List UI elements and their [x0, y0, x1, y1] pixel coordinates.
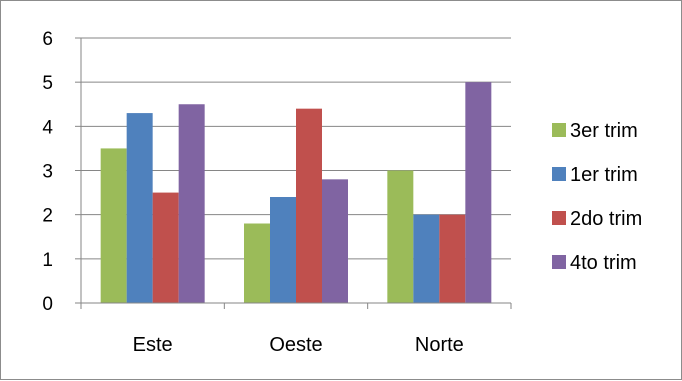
- legend-label: 2do trim: [570, 208, 642, 230]
- bar: [100, 148, 127, 303]
- bar: [439, 214, 466, 303]
- bar: [178, 104, 205, 303]
- y-tick-labels: 0 1 2 3 4 5 6: [42, 29, 53, 315]
- legend-swatch: [552, 123, 566, 137]
- legend: 3er trim 1er trim 2do trim 4to trim: [552, 120, 642, 274]
- legend-label: 4to trim: [570, 252, 637, 274]
- y-tick-label: 3: [42, 162, 53, 183]
- bar: [296, 108, 322, 304]
- category-label: Oeste: [269, 334, 322, 356]
- bar: [126, 113, 153, 303]
- bars: [100, 82, 492, 304]
- y-tick-label: 6: [42, 29, 53, 50]
- bar: [387, 170, 414, 303]
- bar: [152, 192, 179, 303]
- legend-swatch: [552, 255, 566, 269]
- bar: [413, 214, 440, 303]
- y-tick-label: 4: [42, 117, 53, 138]
- bar: [322, 179, 348, 303]
- bar: [244, 223, 270, 303]
- legend-label: 1er trim: [570, 164, 638, 186]
- bar: [465, 82, 492, 304]
- legend-swatch: [552, 167, 566, 181]
- y-tick-label: 5: [42, 73, 53, 94]
- legend-swatch: [552, 211, 566, 225]
- category-label: Norte: [415, 334, 464, 356]
- category-labels: Este Oeste Norte: [133, 334, 464, 356]
- y-tick-label: 1: [42, 250, 53, 271]
- bar: [270, 197, 296, 303]
- y-tick-label: 2: [42, 206, 53, 227]
- legend-label: 3er trim: [570, 120, 638, 142]
- category-label: Este: [133, 334, 173, 356]
- y-tick-label: 0: [42, 294, 53, 315]
- axes: [75, 37, 512, 309]
